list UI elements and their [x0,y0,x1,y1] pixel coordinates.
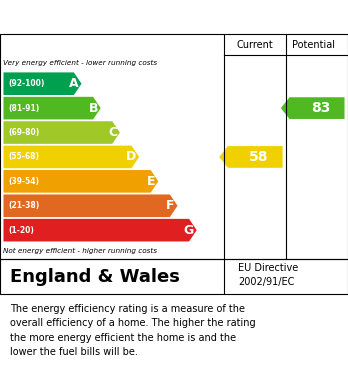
Text: 83: 83 [311,101,330,115]
Text: E: E [147,175,156,188]
Polygon shape [3,97,101,119]
Text: Very energy efficient - lower running costs: Very energy efficient - lower running co… [3,60,158,66]
Text: The energy efficiency rating is a measure of the
overall efficiency of a home. T: The energy efficiency rating is a measur… [10,304,256,357]
Text: D: D [126,151,136,163]
Text: Potential: Potential [292,39,335,50]
Text: F: F [166,199,175,212]
Text: (92-100): (92-100) [9,79,45,88]
Polygon shape [3,121,120,144]
Polygon shape [219,146,283,168]
Text: Energy Efficiency Rating: Energy Efficiency Rating [10,10,232,25]
Polygon shape [281,97,345,119]
Text: Current: Current [237,39,274,50]
Text: (1-20): (1-20) [9,226,34,235]
Text: (39-54): (39-54) [9,177,40,186]
Text: (81-91): (81-91) [9,104,40,113]
Polygon shape [3,170,158,193]
Polygon shape [3,72,81,95]
Polygon shape [3,219,197,242]
Polygon shape [3,145,139,168]
Text: (21-38): (21-38) [9,201,40,210]
Text: England & Wales: England & Wales [10,268,180,286]
Text: 58: 58 [249,150,269,164]
Text: (69-80): (69-80) [9,128,40,137]
Text: (55-68): (55-68) [9,152,40,161]
Text: Not energy efficient - higher running costs: Not energy efficient - higher running co… [3,248,158,254]
Text: EU Directive
2002/91/EC: EU Directive 2002/91/EC [238,264,299,287]
Text: G: G [184,224,194,237]
Polygon shape [3,194,177,217]
Text: C: C [108,126,117,139]
Text: B: B [88,102,98,115]
Text: A: A [69,77,79,90]
